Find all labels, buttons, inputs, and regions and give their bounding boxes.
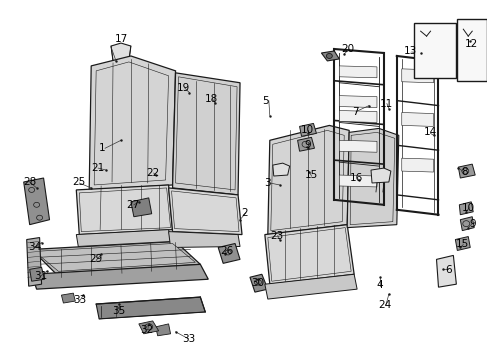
Polygon shape [272, 163, 289, 176]
Text: 25: 25 [73, 177, 86, 187]
Text: 27: 27 [126, 200, 139, 210]
Text: 7: 7 [351, 107, 358, 117]
Text: 2: 2 [241, 208, 248, 218]
Polygon shape [205, 98, 224, 113]
Polygon shape [339, 96, 376, 108]
Polygon shape [32, 264, 208, 289]
Polygon shape [131, 198, 151, 217]
Text: 8: 8 [460, 167, 467, 177]
Polygon shape [339, 66, 376, 78]
Polygon shape [76, 185, 172, 235]
Text: 9: 9 [468, 219, 474, 229]
Text: 19: 19 [177, 83, 190, 93]
Text: 33: 33 [182, 334, 195, 344]
Text: 1: 1 [99, 143, 105, 153]
Text: 31: 31 [34, 271, 47, 281]
Polygon shape [339, 140, 376, 152]
Polygon shape [168, 231, 240, 247]
Polygon shape [32, 242, 200, 274]
Polygon shape [401, 113, 433, 126]
Polygon shape [35, 243, 195, 271]
Text: 10: 10 [300, 125, 313, 135]
Polygon shape [339, 111, 376, 122]
Text: 30: 30 [251, 278, 264, 288]
Polygon shape [177, 83, 196, 98]
Polygon shape [168, 188, 242, 235]
Polygon shape [27, 238, 41, 286]
Polygon shape [96, 297, 205, 319]
Polygon shape [401, 158, 433, 172]
Text: 3: 3 [264, 178, 270, 188]
Polygon shape [111, 43, 131, 61]
Polygon shape [76, 230, 170, 247]
Polygon shape [24, 178, 49, 225]
Text: 22: 22 [146, 168, 159, 178]
Ellipse shape [462, 41, 470, 51]
Polygon shape [459, 217, 473, 231]
Polygon shape [155, 324, 170, 336]
Text: 34: 34 [28, 243, 41, 252]
Polygon shape [218, 243, 240, 264]
Text: 24: 24 [378, 300, 391, 310]
Text: 16: 16 [349, 173, 362, 183]
Text: 6: 6 [444, 265, 451, 275]
Polygon shape [264, 225, 353, 284]
Text: 15: 15 [304, 170, 318, 180]
Polygon shape [401, 69, 433, 83]
Polygon shape [339, 175, 376, 187]
Text: 4: 4 [376, 280, 383, 290]
Text: 15: 15 [455, 239, 468, 248]
Ellipse shape [424, 34, 432, 44]
Polygon shape [457, 164, 474, 178]
Polygon shape [30, 267, 44, 281]
Text: 14: 14 [423, 127, 436, 138]
Polygon shape [172, 73, 240, 195]
Text: 23: 23 [269, 230, 283, 240]
Polygon shape [297, 137, 314, 151]
Polygon shape [249, 274, 267, 292]
Polygon shape [139, 321, 158, 334]
Polygon shape [264, 274, 356, 299]
Text: 10: 10 [461, 203, 474, 213]
Polygon shape [458, 202, 472, 215]
Polygon shape [267, 125, 348, 235]
Text: 12: 12 [464, 39, 477, 49]
Polygon shape [370, 168, 390, 183]
Text: 9: 9 [304, 140, 310, 150]
Text: 35: 35 [112, 306, 125, 316]
Text: 33: 33 [73, 295, 86, 305]
Text: 11: 11 [380, 99, 393, 109]
Text: 20: 20 [341, 44, 354, 54]
Polygon shape [61, 293, 75, 303]
Polygon shape [89, 56, 175, 190]
Polygon shape [454, 237, 469, 251]
Text: 13: 13 [403, 46, 416, 56]
Text: 17: 17 [114, 34, 127, 44]
Text: 18: 18 [204, 94, 218, 104]
Bar [413, 23, 455, 78]
Polygon shape [321, 51, 339, 61]
Text: 28: 28 [23, 177, 36, 187]
Text: 29: 29 [89, 255, 102, 264]
Ellipse shape [325, 54, 332, 58]
Text: 21: 21 [91, 163, 104, 173]
Text: 26: 26 [220, 247, 233, 256]
Text: 32: 32 [140, 325, 153, 335]
Polygon shape [436, 255, 455, 287]
Polygon shape [299, 123, 316, 136]
Text: 5: 5 [262, 96, 268, 105]
Bar [456, 19, 486, 81]
Polygon shape [346, 129, 398, 228]
